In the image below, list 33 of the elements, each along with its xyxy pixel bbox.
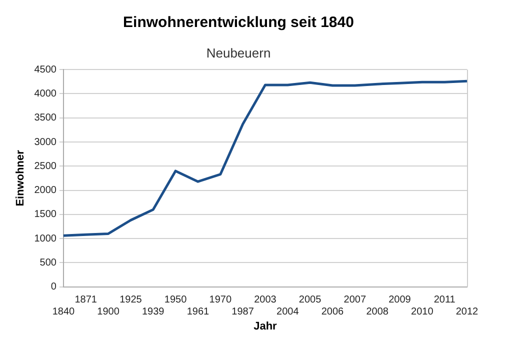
x-tick-label: 2009 — [388, 294, 412, 306]
x-tick-label: 1961 — [186, 306, 210, 318]
x-tick-label: 2006 — [321, 306, 344, 318]
x-tick-label: 1987 — [232, 306, 254, 318]
y-tick-label: 4500 — [34, 64, 57, 76]
x-tick-label: 2007 — [344, 294, 366, 306]
y-tick-label: 1000 — [34, 233, 57, 244]
x-tick-label: 2012 — [456, 306, 479, 318]
chart-subtitle: Neubeuern — [206, 45, 271, 60]
x-tick-label: 1925 — [120, 294, 142, 306]
x-axis-title: Jahr — [254, 320, 278, 332]
x-tick-label: 2003 — [254, 294, 277, 306]
x-tick-label: 2005 — [298, 294, 322, 306]
x-tick-label: 2010 — [411, 306, 434, 318]
x-tick-label: 1840 — [52, 306, 76, 318]
x-tick-label: 1939 — [142, 306, 165, 318]
y-tick-label: 4000 — [34, 88, 57, 100]
y-tick-label: 0 — [50, 282, 57, 293]
x-tick-label: 1950 — [164, 294, 188, 306]
y-tick-label: 500 — [40, 257, 57, 268]
x-tick-label: 1871 — [74, 294, 98, 306]
y-axis-title: Einwohner — [14, 149, 27, 206]
x-tick-label: 2004 — [276, 306, 300, 318]
chart-title: Einwohnerentwicklung seit 1840 — [123, 14, 354, 32]
x-tick-label: 2008 — [366, 306, 389, 318]
y-tick-label: 2500 — [34, 160, 57, 172]
y-tick-label: 3000 — [34, 136, 57, 148]
y-tick-label: 2000 — [34, 185, 57, 196]
x-tick-label: 1970 — [209, 294, 232, 306]
y-tick-label: 3500 — [34, 112, 57, 124]
x-tick-label: 1900 — [97, 306, 120, 318]
x-tick-label: 2011 — [434, 294, 456, 306]
y-tick-label: 1500 — [34, 209, 57, 220]
